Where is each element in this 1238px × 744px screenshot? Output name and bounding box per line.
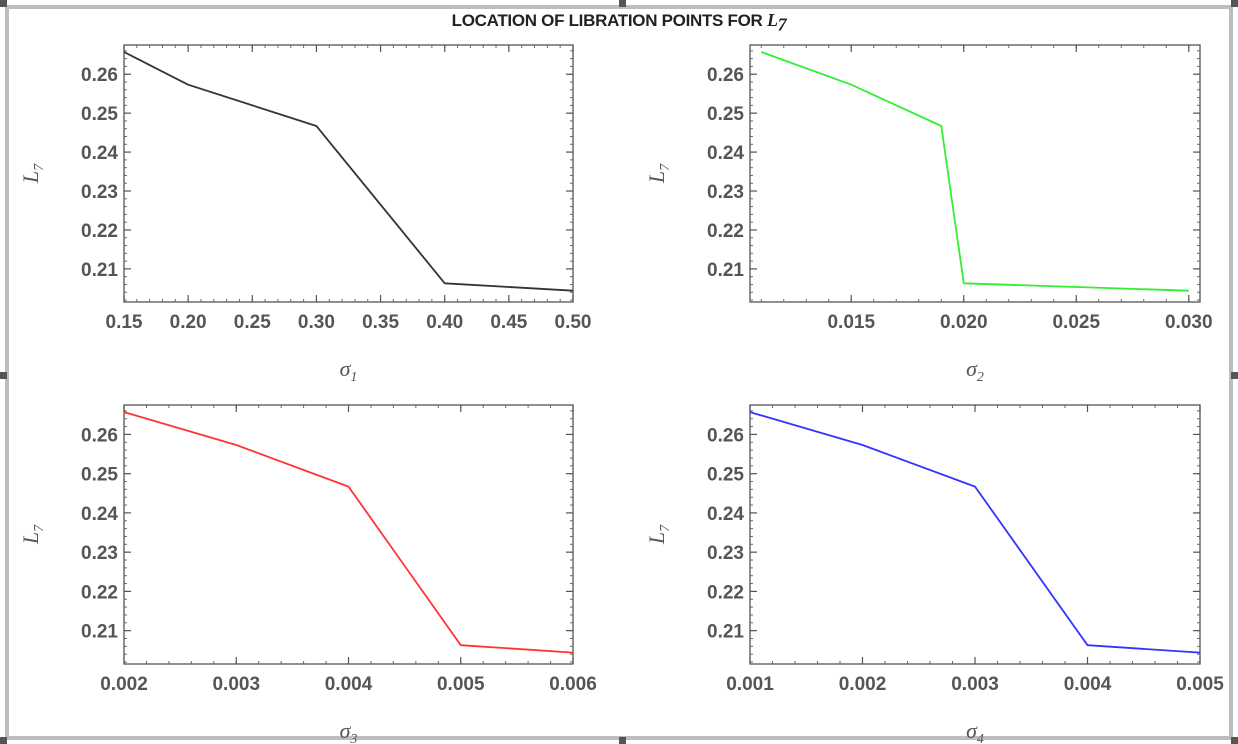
figure-title: LOCATION OF LIBRATION POINTS FOR L7 [0,10,1238,35]
y-axis-label: L7 [644,163,673,184]
plot-frame [749,44,1201,303]
y-tick-label: 0.22 [81,582,118,603]
x-tick-label: 0.45 [490,312,527,333]
y-tick-label: 0.23 [707,182,744,203]
y-axis-label: L7 [18,524,47,545]
plot-2: 0.015 0.020 0.025 0.030 0.21 0.22 0.23 0.24 0.25… [644,44,1213,385]
frame-handle [619,0,626,7]
y-tick-label: 0.26 [81,425,118,446]
series-line [760,51,1189,292]
y-tick-label: 0.26 [81,65,118,86]
frame-handle [619,737,626,744]
x-tick-label: 0.003 [212,674,260,695]
plot-4: 0.001 0.002 0.003 0.004 0.005 0.21 0.22 0.23 0.2… [644,404,1224,744]
y-tick-label: 0.21 [707,260,744,281]
x-tick-label: 0.40 [426,312,463,333]
y-tick-label: 0.22 [81,221,118,242]
y-tick-label: 0.23 [81,543,118,564]
plot-1: 0.15 0.20 0.25 0.30 0.35 0.40 0.45 0.50 0.21 0.22… [18,44,592,385]
frame-handle [1231,737,1238,744]
y-tick-label: 0.24 [707,143,744,164]
x-tick-label: 0.15 [106,312,143,333]
y-tick-label: 0.21 [81,622,118,643]
y-tick-label: 0.21 [81,260,118,281]
y-tick-label: 0.23 [81,182,118,203]
y-axis-label: L7 [644,524,673,545]
frame-handle [1231,0,1238,7]
y-tick-label: 0.23 [707,543,744,564]
frame-handle [0,737,7,744]
plot-frame [123,44,574,303]
plot-frame [123,404,574,665]
frame-handle [0,0,7,7]
figure-title-text: LOCATION OF LIBRATION POINTS FOR [451,11,763,30]
y-tick-label: 0.25 [707,104,744,125]
x-tick-label: 0.015 [827,312,875,333]
x-tick-label: 0.25 [234,312,271,333]
y-tick-label: 0.25 [81,465,118,486]
plot-frame [749,404,1201,665]
frame-handle [1231,372,1238,379]
figure-title-symbol: L [766,10,778,30]
plot-3: 0.002 0.003 0.004 0.005 0.006 0.21 0.22 0.23 0.2… [18,404,597,744]
figure-title-subscript: 7 [777,14,787,35]
x-axis-label: σ1 [340,356,358,385]
y-tick-label: 0.25 [81,104,118,125]
x-tick-label: 0.002 [100,674,148,695]
y-tick-label: 0.24 [707,504,744,525]
y-tick-label: 0.25 [707,465,744,486]
series-line [123,51,574,292]
x-axis-label: σ2 [966,356,984,385]
x-tick-label: 0.004 [325,674,373,695]
x-tick-label: 0.001 [726,674,774,695]
x-tick-label: 0.30 [298,312,335,333]
x-tick-label: 0.50 [555,312,592,333]
x-tick-label: 0.005 [437,674,485,695]
x-tick-label: 0.020 [940,312,988,333]
frame-handle [0,372,7,379]
x-tick-label: 0.030 [1165,312,1213,333]
x-tick-label: 0.35 [362,312,399,333]
x-axis-label: σ3 [340,718,358,744]
y-tick-label: 0.22 [707,582,744,603]
x-tick-label: 0.006 [549,674,597,695]
x-tick-label: 0.20 [170,312,207,333]
x-tick-label: 0.025 [1052,312,1100,333]
x-tick-label: 0.003 [951,674,999,695]
x-tick-label: 0.005 [1176,674,1224,695]
y-tick-label: 0.26 [707,65,744,86]
y-tick-label: 0.26 [707,425,744,446]
series-line [123,411,574,654]
y-tick-label: 0.24 [81,143,118,164]
x-tick-label: 0.002 [839,674,887,695]
y-tick-label: 0.24 [81,504,118,525]
y-tick-label: 0.22 [707,221,744,242]
x-tick-label: 0.004 [1064,674,1112,695]
x-axis-label: σ4 [966,718,984,744]
y-tick-label: 0.21 [707,622,744,643]
series-line [749,411,1201,654]
y-axis-label: L7 [18,163,47,184]
